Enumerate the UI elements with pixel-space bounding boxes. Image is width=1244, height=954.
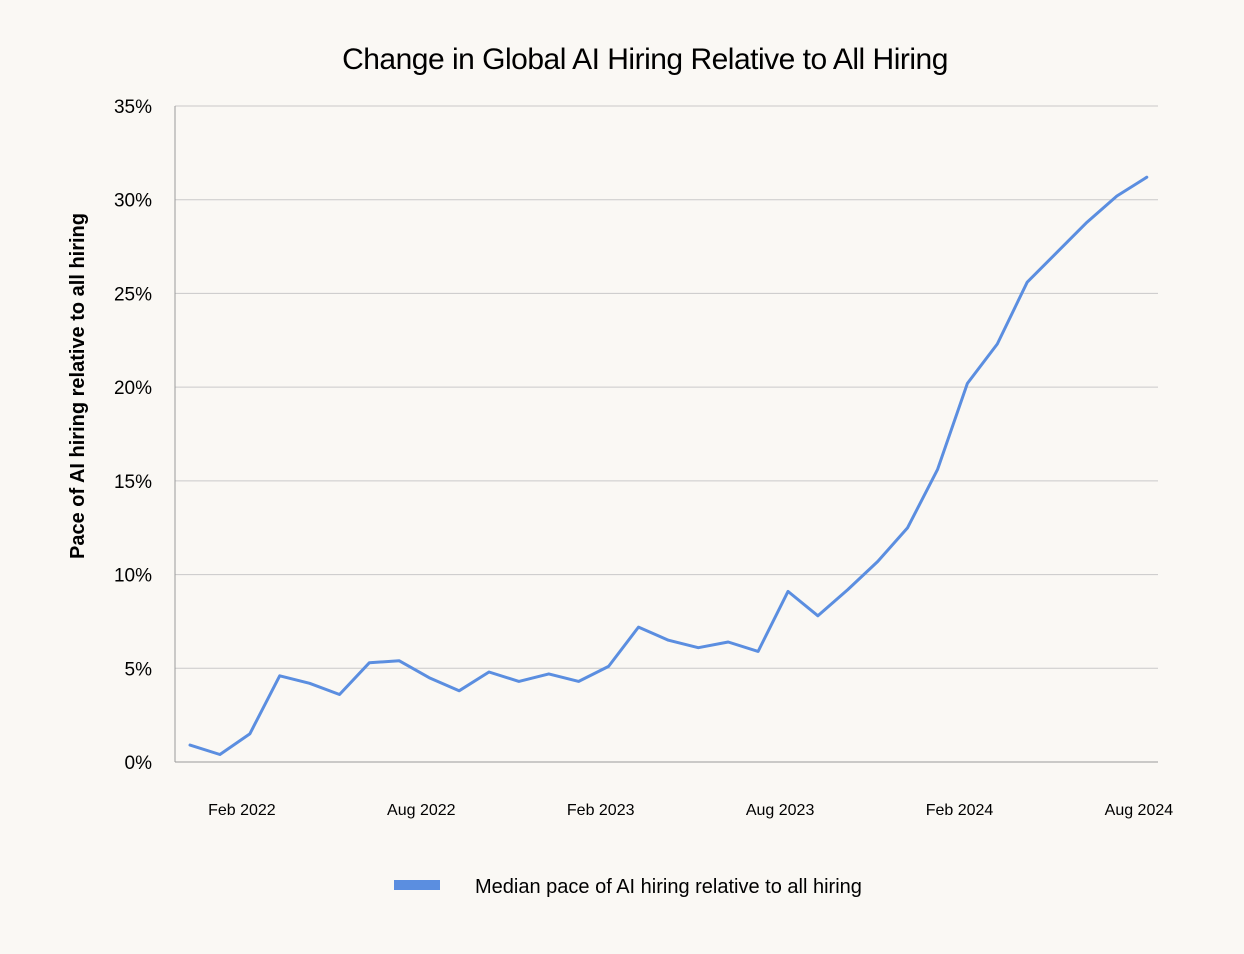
x-tick-labels: Feb 2022 Aug 2022 Feb 2023 Aug 2023 Feb 2024… — [208, 802, 1173, 819]
chart-title: Change in Global AI Hiring Relative to A… — [342, 43, 948, 76]
series-line — [188, 175, 1149, 756]
y-tick-label: 30% — [114, 191, 152, 212]
legend-label: Median pace of AI hiring relative to all… — [475, 876, 862, 898]
x-tick-label: Feb 2024 — [926, 802, 994, 819]
y-tick-label: 5% — [125, 659, 153, 680]
y-tick-labels: 0% 5% 10% 15% 20% 25% 30% 35% — [114, 97, 152, 774]
y-axis-label: Pace of AI hiring relative to all hiring — [67, 213, 89, 559]
y-tick-label: 25% — [114, 284, 152, 305]
x-tick-label: Aug 2022 — [387, 802, 456, 819]
legend-swatch — [394, 880, 440, 890]
x-tick-label: Aug 2024 — [1105, 802, 1174, 819]
y-tick-label: 10% — [114, 566, 152, 587]
x-tick-label: Aug 2023 — [746, 802, 815, 819]
y-tick-label: 35% — [114, 97, 152, 118]
gridlines — [174, 105, 1158, 763]
y-tick-label: 0% — [125, 753, 153, 774]
x-tick-label: Feb 2022 — [208, 802, 276, 819]
x-tick-label: Feb 2023 — [567, 802, 635, 819]
y-tick-label: 20% — [114, 378, 152, 399]
y-tick-label: 15% — [114, 472, 152, 493]
series-layer — [188, 175, 1149, 756]
